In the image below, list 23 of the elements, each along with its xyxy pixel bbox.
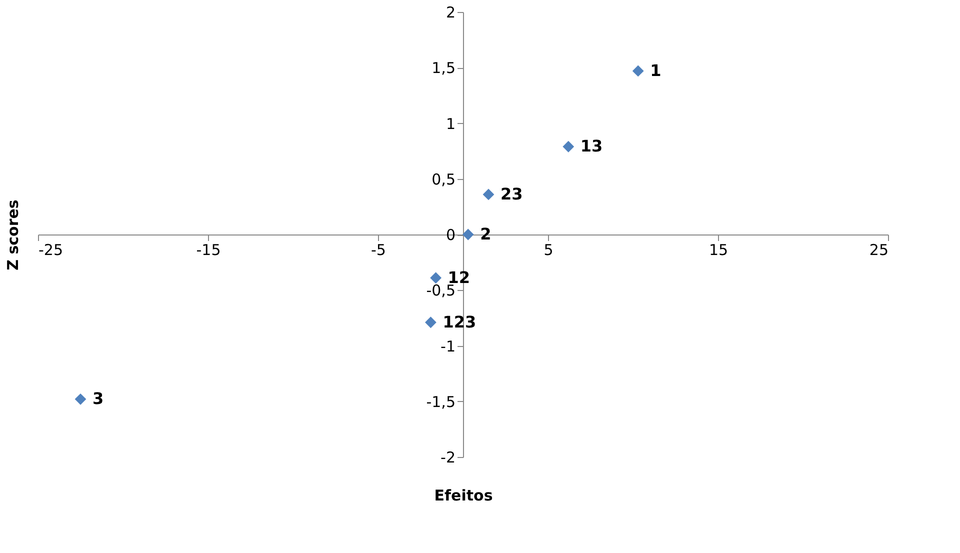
annotation: 23	[500, 184, 523, 204]
annotation: 1	[650, 60, 662, 80]
x-tick-label: -5	[371, 241, 386, 259]
y-tick-label: -0,5	[426, 282, 456, 300]
y-tick-label: -1,5	[426, 392, 456, 411]
y-tick-label: 0	[446, 226, 456, 244]
y-tick-label: -2	[440, 448, 456, 466]
y-tick-label: 1,5	[432, 59, 456, 78]
annotation: 2	[480, 224, 492, 244]
y-axis-title: Z scores	[4, 200, 22, 270]
annotation: 123	[442, 312, 476, 332]
x-tick-label: -25	[38, 241, 63, 259]
x-tick-label: 5	[544, 241, 554, 259]
annotation: 13	[580, 136, 603, 156]
x-tick-label: 15	[708, 241, 728, 259]
x-tick-label: -15	[196, 241, 221, 259]
y-tick-label: 2	[446, 4, 456, 22]
y-tick-label: 0,5	[432, 170, 456, 188]
y-tick-label: 1	[446, 114, 456, 133]
annotation: 3	[92, 389, 104, 408]
x-tick-label: 25	[869, 241, 888, 259]
x-axis-title: Efeitos	[434, 486, 493, 504]
y-tick-label: -1	[440, 337, 456, 356]
